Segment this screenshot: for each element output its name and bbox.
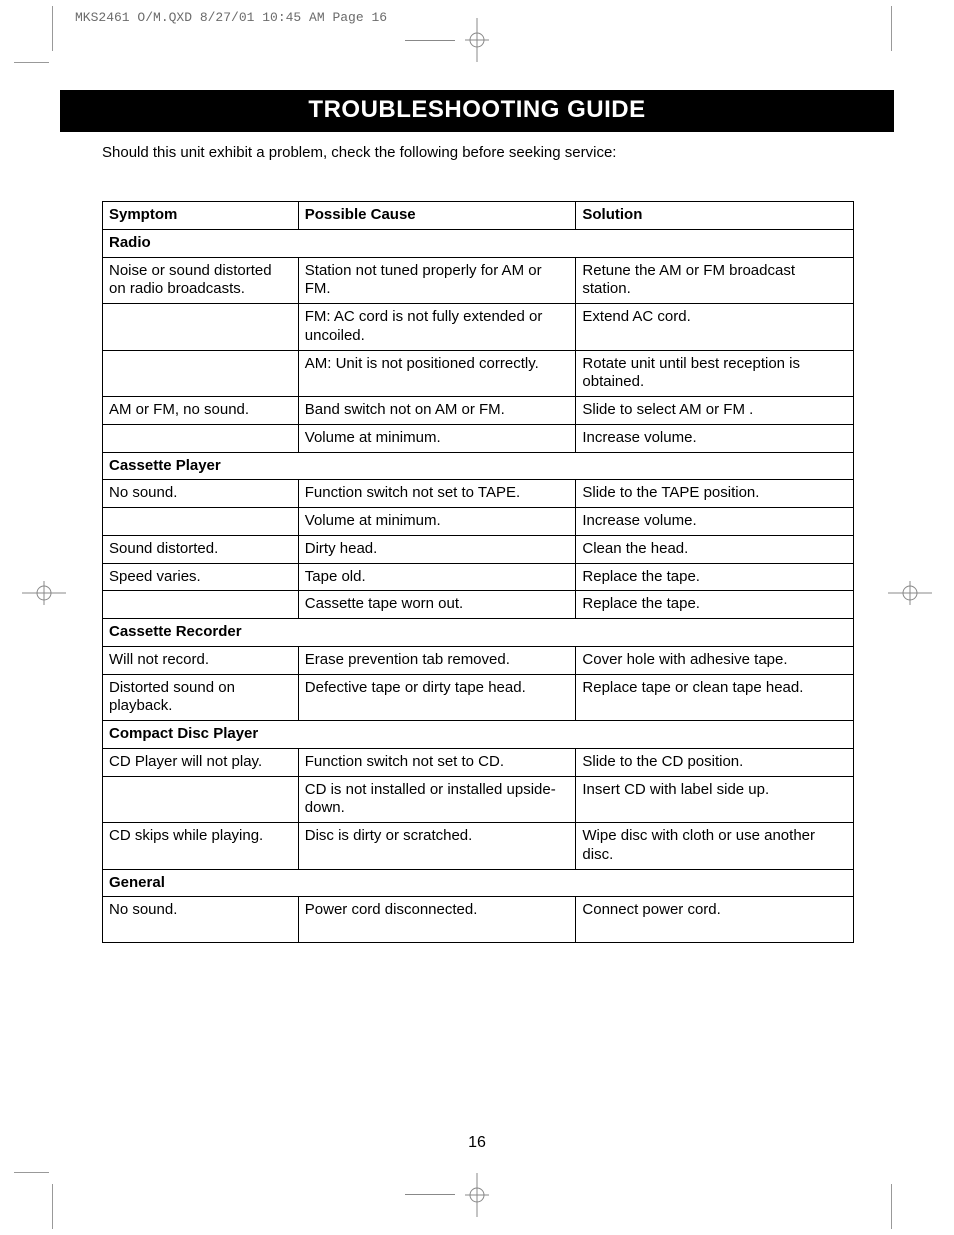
cell-solution: Slide to the CD position. (576, 748, 854, 776)
register-mark-bottom (465, 1173, 489, 1217)
page-title: TROUBLESHOOTING GUIDE (60, 90, 894, 132)
cell-symptom: Speed varies. (103, 563, 299, 591)
table-row: No sound.Power cord disconnected.Connect… (103, 897, 854, 943)
cropmark (52, 1184, 53, 1229)
troubleshooting-table: Symptom Possible Cause Solution RadioNoi… (102, 201, 854, 943)
cell-solution: Rotate unit until best reception is obta… (576, 350, 854, 397)
table-row: CD is not installed or installed upside-… (103, 776, 854, 823)
cropmark (14, 1172, 49, 1173)
table-row: Distorted sound on playback.Defective ta… (103, 674, 854, 721)
cell-solution: Retune the AM or FM broadcast station. (576, 257, 854, 304)
cell-cause: Power cord disconnected. (298, 897, 576, 943)
cell-cause: Tape old. (298, 563, 576, 591)
cropmark (405, 1194, 455, 1195)
table-header-row: Symptom Possible Cause Solution (103, 202, 854, 230)
cell-cause: Station not tuned properly for AM or FM. (298, 257, 576, 304)
table-row: CD Player will not play.Function switch … (103, 748, 854, 776)
cropmark (891, 1184, 892, 1229)
cell-cause: Function switch not set to TAPE. (298, 480, 576, 508)
cell-solution: Increase volume. (576, 424, 854, 452)
cell-cause: CD is not installed or installed upside-… (298, 776, 576, 823)
cell-symptom: Sound distorted. (103, 535, 299, 563)
page-number: 16 (0, 1134, 954, 1152)
table-row: Speed varies.Tape old.Replace the tape. (103, 563, 854, 591)
col-header-cause: Possible Cause (298, 202, 576, 230)
table-row: Volume at minimum.Increase volume. (103, 508, 854, 536)
cell-solution: Slide to select AM or FM . (576, 397, 854, 425)
table-row: Will not record.Erase prevention tab rem… (103, 646, 854, 674)
table-row: FM: AC cord is not fully extended or unc… (103, 304, 854, 351)
section-name: General (103, 869, 854, 897)
cell-solution: Extend AC cord. (576, 304, 854, 351)
section-name: Compact Disc Player (103, 721, 854, 749)
table-row: AM or FM, no sound.Band switch not on AM… (103, 397, 854, 425)
cell-symptom: Noise or sound distorted on radio broadc… (103, 257, 299, 304)
cell-solution: Replace the tape. (576, 563, 854, 591)
section-row: Compact Disc Player (103, 721, 854, 749)
cell-solution: Replace tape or clean tape head. (576, 674, 854, 721)
cell-solution: Cover hole with adhesive tape. (576, 646, 854, 674)
cell-solution: Slide to the TAPE position. (576, 480, 854, 508)
cell-cause: Defective tape or dirty tape head. (298, 674, 576, 721)
section-name: Cassette Recorder (103, 619, 854, 647)
cell-symptom (103, 350, 299, 397)
cell-cause: Cassette tape worn out. (298, 591, 576, 619)
cropmark (52, 6, 53, 51)
cell-symptom (103, 591, 299, 619)
cell-solution: Connect power cord. (576, 897, 854, 943)
cell-cause: FM: AC cord is not fully extended or unc… (298, 304, 576, 351)
table-row: Cassette tape worn out.Replace the tape. (103, 591, 854, 619)
table-row: Noise or sound distorted on radio broadc… (103, 257, 854, 304)
section-name: Cassette Player (103, 452, 854, 480)
table-row: AM: Unit is not positioned correctly.Rot… (103, 350, 854, 397)
cropmark (891, 6, 892, 51)
section-row: Cassette Recorder (103, 619, 854, 647)
section-row: General (103, 869, 854, 897)
cell-cause: Dirty head. (298, 535, 576, 563)
cell-symptom: AM or FM, no sound. (103, 397, 299, 425)
cropmark (405, 40, 455, 41)
col-header-solution: Solution (576, 202, 854, 230)
cell-solution: Increase volume. (576, 508, 854, 536)
cell-symptom (103, 776, 299, 823)
cell-symptom: CD Player will not play. (103, 748, 299, 776)
cell-symptom: Distorted sound on playback. (103, 674, 299, 721)
register-mark-top (465, 18, 489, 62)
cell-symptom: CD skips while playing. (103, 823, 299, 870)
cell-solution: Wipe disc with cloth or use another disc… (576, 823, 854, 870)
page-content: TROUBLESHOOTING GUIDE Should this unit e… (60, 90, 894, 943)
table-row: Volume at minimum.Increase volume. (103, 424, 854, 452)
cell-cause: Band switch not on AM or FM. (298, 397, 576, 425)
cell-solution: Insert CD with label side up. (576, 776, 854, 823)
file-meta-header: MKS2461 O/M.QXD 8/27/01 10:45 AM Page 16 (75, 10, 387, 25)
cell-cause: AM: Unit is not positioned correctly. (298, 350, 576, 397)
cell-symptom: No sound. (103, 897, 299, 943)
intro-text: Should this unit exhibit a problem, chec… (102, 144, 894, 161)
cell-cause: Erase prevention tab removed. (298, 646, 576, 674)
cell-symptom (103, 508, 299, 536)
table-row: No sound.Function switch not set to TAPE… (103, 480, 854, 508)
cell-solution: Replace the tape. (576, 591, 854, 619)
cell-symptom (103, 304, 299, 351)
table-row: Sound distorted.Dirty head.Clean the hea… (103, 535, 854, 563)
table-row: CD skips while playing.Disc is dirty or … (103, 823, 854, 870)
section-row: Radio (103, 229, 854, 257)
cell-cause: Disc is dirty or scratched. (298, 823, 576, 870)
cell-solution: Clean the head. (576, 535, 854, 563)
register-mark-right (888, 581, 932, 605)
cell-cause: Volume at minimum. (298, 508, 576, 536)
section-name: Radio (103, 229, 854, 257)
cell-symptom: No sound. (103, 480, 299, 508)
cell-cause: Volume at minimum. (298, 424, 576, 452)
col-header-symptom: Symptom (103, 202, 299, 230)
cell-cause: Function switch not set to CD. (298, 748, 576, 776)
cell-symptom (103, 424, 299, 452)
section-row: Cassette Player (103, 452, 854, 480)
cropmark (14, 62, 49, 63)
cell-symptom: Will not record. (103, 646, 299, 674)
